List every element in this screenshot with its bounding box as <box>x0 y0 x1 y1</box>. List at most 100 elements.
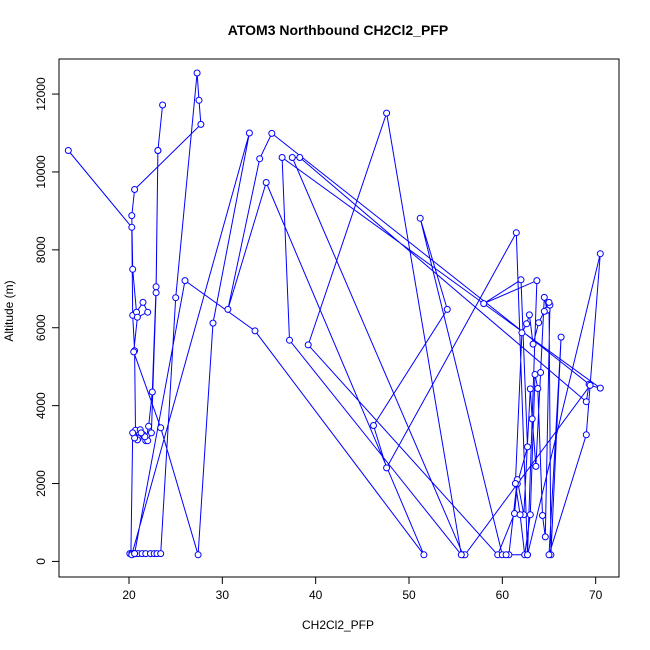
axis-ticks: 20 30 40 50 60 70 0 2000 4000 6000 8000 10000 12000 <box>34 77 603 602</box>
data-point <box>195 96 203 104</box>
data-point <box>582 431 590 439</box>
data-point <box>139 298 147 306</box>
y-tick-label: 2000 <box>34 470 48 497</box>
data-point <box>194 551 202 559</box>
data-point <box>262 179 270 186</box>
data-point <box>224 305 232 313</box>
data-point <box>278 154 286 161</box>
data-point <box>197 120 205 128</box>
data-point <box>245 129 253 137</box>
data-point <box>154 147 162 154</box>
data-point <box>256 155 264 163</box>
data-point <box>511 510 518 517</box>
data-point <box>130 348 138 356</box>
data-point <box>193 69 201 77</box>
data-point <box>534 385 542 392</box>
data-point <box>286 336 293 344</box>
data-point <box>596 250 604 258</box>
data-point <box>209 319 217 327</box>
data-point <box>128 223 136 231</box>
data-point <box>370 422 377 429</box>
data-point <box>144 308 152 316</box>
x-tick-label: 50 <box>402 588 416 602</box>
x-tick-label: 30 <box>216 588 230 602</box>
y-tick-label: 0 <box>34 558 48 565</box>
y-tick-label: 10000 <box>34 155 48 189</box>
data-point <box>537 369 545 376</box>
data-point <box>532 462 540 470</box>
data-point <box>533 277 541 285</box>
x-tick-label: 70 <box>589 588 603 602</box>
chart-title: ATOM3 Northbound CH2Cl2_PFP <box>228 22 448 38</box>
data-point <box>145 422 153 430</box>
data-point <box>525 311 533 319</box>
data-point <box>524 443 531 451</box>
data-point <box>133 313 141 321</box>
data-point <box>526 385 534 393</box>
data-point <box>582 398 590 406</box>
x-axis-label: CH2Cl2_PFP <box>302 618 374 632</box>
data-point <box>517 276 525 284</box>
series-points <box>64 69 604 559</box>
data-point <box>129 429 137 437</box>
data-point <box>516 511 524 519</box>
data-point <box>152 289 160 297</box>
data-point <box>545 551 553 559</box>
y-tick-label: 6000 <box>34 314 48 341</box>
data-point <box>528 415 536 423</box>
data-point <box>129 265 137 273</box>
data-point <box>157 424 165 432</box>
plot-frame <box>58 58 620 578</box>
data-point <box>420 551 428 559</box>
data-point <box>383 464 391 472</box>
data-point <box>531 371 539 378</box>
data-point <box>586 381 594 389</box>
data-point <box>511 480 519 487</box>
y-tick-label: 12000 <box>34 77 48 111</box>
data-point <box>541 533 549 541</box>
x-tick-label: 20 <box>122 588 136 602</box>
y-tick-label: 8000 <box>34 236 48 263</box>
data-point <box>523 320 531 328</box>
data-point <box>159 101 167 109</box>
data-point <box>540 293 548 301</box>
data-point <box>557 333 565 341</box>
data-point <box>288 154 296 161</box>
data-point <box>416 214 424 222</box>
data-point <box>524 551 531 559</box>
data-point <box>535 319 543 327</box>
data-point <box>545 298 553 306</box>
y-axis-label: Altitude (m) <box>2 280 16 341</box>
data-point <box>502 551 510 559</box>
data-point <box>148 388 156 396</box>
data-point <box>296 154 304 161</box>
data-point <box>251 327 259 335</box>
data-point <box>131 186 139 193</box>
data-point <box>131 550 139 558</box>
data-point <box>443 305 451 313</box>
data-point <box>480 300 488 308</box>
data-point <box>596 384 604 392</box>
data-point <box>526 511 534 519</box>
data-point <box>64 147 72 154</box>
data-point <box>383 109 391 117</box>
data-point <box>147 429 155 437</box>
data-point <box>457 551 465 559</box>
data-point <box>152 283 160 291</box>
data-point <box>172 294 180 302</box>
data-point <box>268 129 276 137</box>
data-point <box>128 212 136 220</box>
data-point <box>512 229 520 237</box>
data-point <box>539 512 546 519</box>
x-tick-label: 40 <box>309 588 323 602</box>
data-point <box>181 277 189 285</box>
y-tick-label: 4000 <box>34 392 48 419</box>
data-point <box>540 307 548 315</box>
data-point <box>529 340 537 348</box>
data-point <box>518 329 526 337</box>
data-point <box>137 429 145 437</box>
data-point <box>304 341 312 349</box>
data-point <box>157 550 165 558</box>
x-tick-label: 60 <box>496 588 510 602</box>
